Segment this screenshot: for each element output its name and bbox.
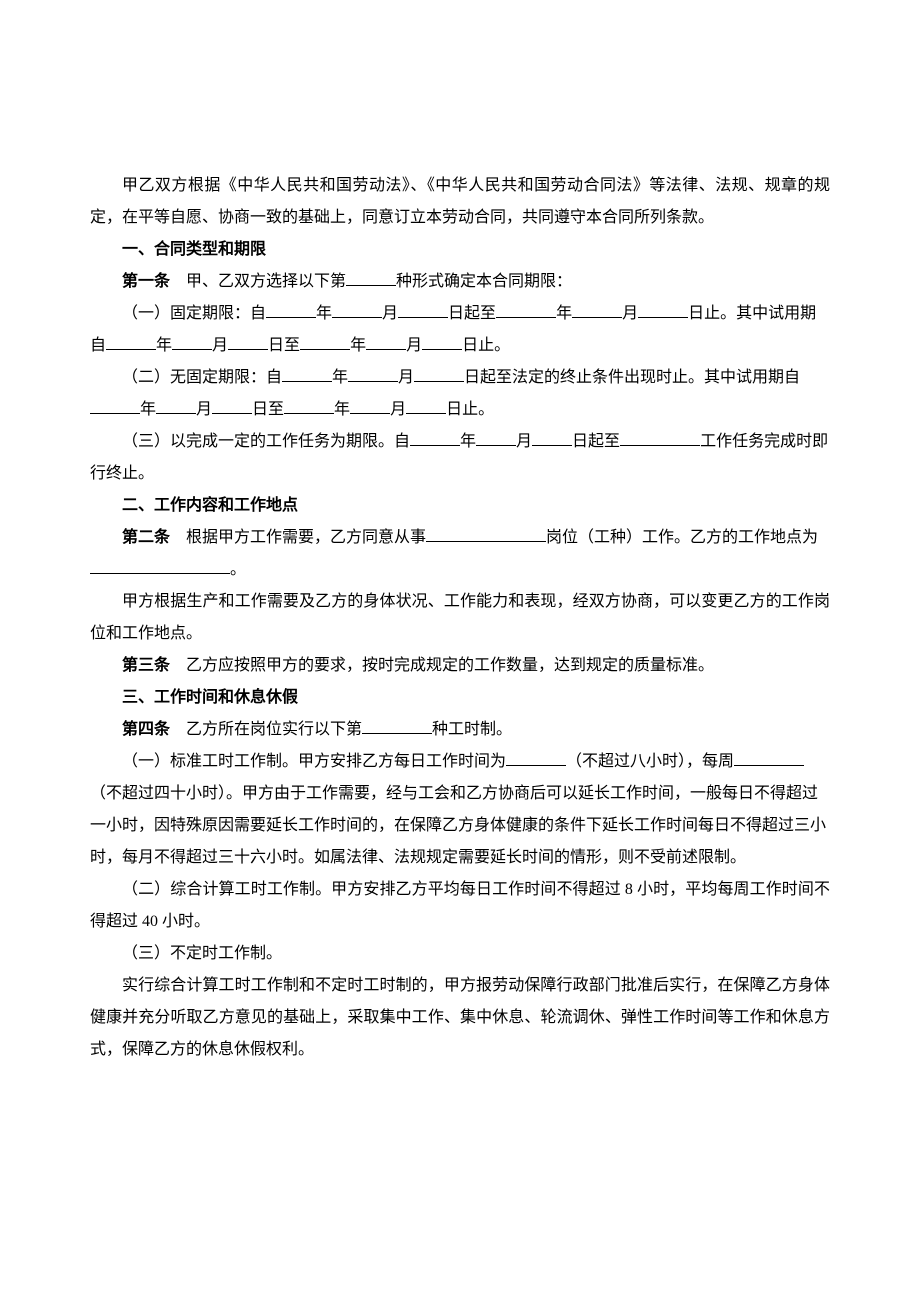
article-2-label: 第二条: [122, 529, 170, 546]
a1-i1-l: 月: [406, 337, 422, 354]
blank: [266, 317, 316, 318]
article-2: 第二条 根据甲方工作需要，乙方同意从事 岗位（工种）工作。乙方的工作地点为。: [90, 522, 830, 586]
article-1-item-2: （二）无固定期限：自年月日起至法定的终止条件出现时止。其中试用期自年月日至年月日…: [90, 362, 830, 426]
article-4-p2: 实行综合计算工时工作制和不定时工时制的，甲方报劳动保障行政部门批准后实行，在保障…: [90, 970, 830, 1066]
article-1-item-3: （三）以完成一定的工作任务为期限。自年月日起至工作任务完成时即行终止。: [90, 426, 830, 490]
blank: [284, 413, 334, 414]
article-4-item-3: （三）不定时工作制。: [90, 938, 830, 970]
blank: [406, 413, 446, 414]
a3-text: 乙方应按照甲方的要求，按时完成规定的工作数量，达到规定的质量标准。: [186, 657, 714, 674]
blank: [366, 349, 406, 350]
blank: [172, 349, 212, 350]
blank: [414, 381, 464, 382]
blank: [156, 413, 196, 414]
a1-i1-b: 年: [316, 305, 332, 322]
blank: [506, 765, 566, 766]
blank: [398, 317, 448, 318]
blank: [346, 285, 396, 286]
a1-p1-b: 种形式确定本合同期限：: [396, 273, 572, 290]
blank: [300, 349, 350, 350]
a1-i1-j: 日至: [268, 337, 300, 354]
blank: [532, 445, 572, 446]
blank: [228, 349, 268, 350]
article-4-item-2: （二）综合计算工时工作制。甲方安排乙方平均每日工作时间不得超过 8 小时，平均每…: [90, 874, 830, 938]
blank: [90, 413, 140, 414]
section-1-title: 一、合同类型和期限: [90, 234, 830, 266]
blank: [282, 381, 332, 382]
blank: [734, 765, 804, 766]
article-3-label: 第三条: [122, 657, 170, 674]
blank: [572, 317, 622, 318]
a1-i1-k: 年: [350, 337, 366, 354]
a4-b: 种工时制。: [432, 721, 512, 738]
a4-a: 乙方所在岗位实行以下第: [186, 721, 362, 738]
a1-i1-d: 日起至: [448, 305, 496, 322]
blank: [362, 733, 432, 734]
a1-i1-e: 年: [556, 305, 572, 322]
a1-i2-i: 月: [390, 401, 406, 418]
article-3: 第三条 乙方应按照甲方的要求，按时完成规定的工作数量，达到规定的质量标准。: [90, 650, 830, 682]
a1-i2-b: 年: [332, 369, 348, 386]
a1-i2-a: （二）无固定期限：自: [122, 369, 282, 386]
a4-i1-c: （不超过四十小时）。甲方由于工作需要，经与工会和乙方协商后可以延长工作时间，一般…: [90, 785, 826, 866]
a1-i2-f: 月: [196, 401, 212, 418]
a1-i1-i: 月: [212, 337, 228, 354]
a1-i1-f: 月: [622, 305, 638, 322]
blank: [212, 413, 252, 414]
blank: [638, 317, 688, 318]
a1-i2-g: 日至: [252, 401, 284, 418]
blank: [332, 317, 382, 318]
article-1-label: 第一条: [122, 273, 170, 290]
a2-b: 岗位（工种）工作。乙方的工作地点为: [546, 529, 818, 546]
a1-i1-m: 日止。: [462, 337, 510, 354]
blank: [422, 349, 462, 350]
a1-p1-a: 甲、乙双方选择以下第: [186, 273, 346, 290]
a1-i1-h: 年: [156, 337, 172, 354]
article-4-label: 第四条: [122, 721, 170, 738]
blank: [620, 445, 700, 446]
article-4-item-1: （一）标准工时工作制。甲方安排乙方每日工作时间为 （不超过八小时），每周 （不超过四…: [90, 746, 830, 874]
a4-i1-b: （不超过八小时），每周: [566, 753, 734, 770]
a1-i3-b: 年: [460, 433, 476, 450]
article-2-p2: 甲方根据生产和工作需要及乙方的身体状况、工作能力和表现，经双方协商，可以变更乙方…: [90, 586, 830, 650]
blank: [350, 413, 390, 414]
article-1-item-1: （一）固定期限：自年月日起至年月日止。其中试用期自年月日至年月日止。: [90, 298, 830, 362]
section-3-title: 三、工作时间和休息休假: [90, 682, 830, 714]
a2-a: 根据甲方工作需要，乙方同意从事: [186, 529, 426, 546]
blank: [476, 445, 516, 446]
article-1: 第一条 甲、乙双方选择以下第 种形式确定本合同期限：: [90, 266, 830, 298]
a1-i1-c: 月: [382, 305, 398, 322]
a1-i2-e: 年: [140, 401, 156, 418]
a2-c: 。: [230, 561, 246, 578]
a1-i2-j: 日止。: [446, 401, 494, 418]
blank: [410, 445, 460, 446]
blank: [348, 381, 398, 382]
blank: [106, 349, 156, 350]
a1-i3-c: 月: [516, 433, 532, 450]
blank: [90, 573, 230, 574]
a4-i1-a: （一）标准工时工作制。甲方安排乙方每日工作时间为: [122, 753, 506, 770]
blank: [496, 317, 556, 318]
intro-paragraph: 甲乙双方根据《中华人民共和国劳动法》、《中华人民共和国劳动合同法》等法律、法规、…: [90, 170, 830, 234]
a1-i3-a: （三）以完成一定的工作任务为期限。自: [122, 433, 410, 450]
blank: [426, 541, 546, 542]
a1-i3-d: 日起至: [572, 433, 620, 450]
a1-i2-d: 日起至法定的终止条件出现时止。其中试用期自: [464, 369, 800, 386]
a1-i2-h: 年: [334, 401, 350, 418]
a1-i1-a: （一）固定期限：自: [122, 305, 266, 322]
section-2-title: 二、工作内容和工作地点: [90, 490, 830, 522]
a1-i2-c: 月: [398, 369, 414, 386]
article-4: 第四条 乙方所在岗位实行以下第 种工时制。: [90, 714, 830, 746]
